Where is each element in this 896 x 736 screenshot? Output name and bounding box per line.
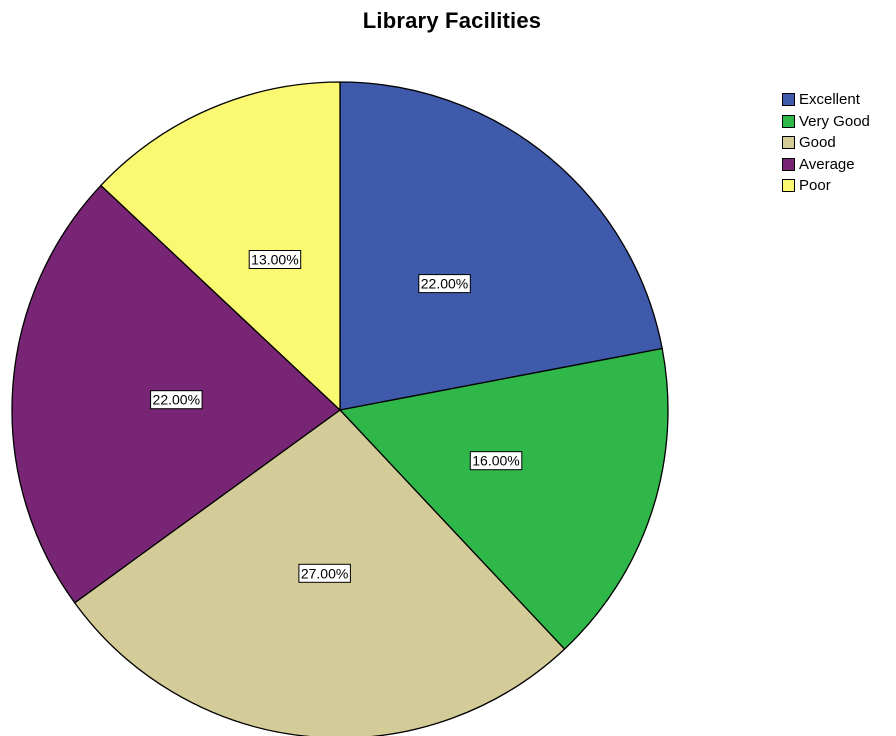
- data-label-box: [298, 563, 351, 583]
- legend-label: Poor: [799, 177, 831, 195]
- legend-label: Good: [799, 134, 836, 152]
- pie-slice-poor: [100, 81, 341, 411]
- legend-item-excellent: Excellent: [782, 89, 870, 111]
- data-label-box: [150, 390, 203, 410]
- legend-swatch: [782, 179, 795, 193]
- legend-swatch: [782, 93, 795, 107]
- legend-item-very-good: Very Good: [782, 111, 870, 133]
- pie-slices: [11, 81, 669, 736]
- legend-swatch: [782, 136, 795, 150]
- pie-slice-very-good: [339, 347, 669, 650]
- data-label-very-good: 16.00%: [469, 451, 523, 471]
- data-label-excellent: 22.00%: [418, 274, 471, 294]
- legend-label: Excellent: [799, 91, 860, 109]
- data-label-poor: 13.00%: [248, 250, 302, 269]
- data-label-box: [418, 274, 471, 294]
- data-label-average: 22.00%: [150, 390, 203, 410]
- data-label-text: 16.00%: [472, 453, 519, 469]
- chart-title: Library Facilities: [362, 8, 542, 33]
- legend-label: Very Good: [799, 112, 870, 130]
- legend-item-good: Good: [782, 132, 870, 154]
- legend-item-average: Average: [782, 154, 870, 176]
- legend-swatch: [782, 114, 795, 128]
- data-label-text: 27.00%: [301, 565, 348, 581]
- data-label-text: 13.00%: [251, 252, 298, 268]
- data-label-box: [469, 451, 523, 471]
- legend: Excellent Very Good Good Average Poor: [782, 89, 870, 197]
- data-label-text: 22.00%: [421, 276, 468, 292]
- data-label-text: 22.00%: [153, 392, 200, 408]
- data-label-box: [248, 250, 302, 269]
- data-label-good: 27.00%: [298, 563, 351, 583]
- legend-item-poor: Poor: [782, 175, 870, 197]
- legend-swatch: [782, 157, 795, 171]
- legend-label: Average: [799, 155, 855, 173]
- pie-slice-excellent: [339, 81, 663, 411]
- pie-data-labels: 22.00% 16.00% 27.00% 22.00% 13.00%: [150, 250, 523, 583]
